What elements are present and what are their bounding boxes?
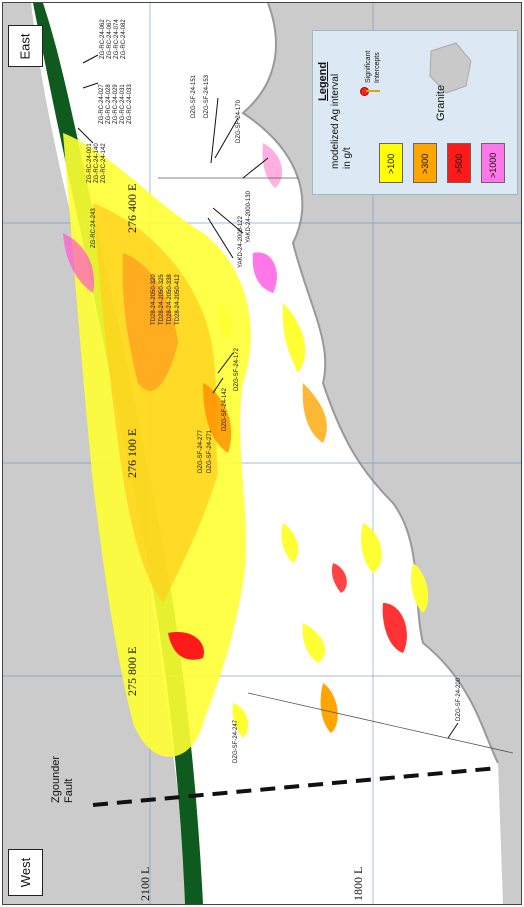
drillhole-label: ZG-RC-24-243 bbox=[91, 208, 97, 248]
annotation-arrows bbox=[77, 54, 459, 739]
drillhole-label: ZG-RC-24-031 bbox=[120, 84, 126, 124]
level-label-1800: 1800 L bbox=[351, 866, 365, 901]
legend-swatch-500: >500 bbox=[447, 143, 471, 183]
drillhole-label: ZG-RC-24-062 bbox=[100, 19, 106, 59]
drillhole-label: ZG-RC-24-029 bbox=[113, 84, 119, 124]
east-label: East bbox=[8, 25, 43, 67]
easting-label-276400: 276 400 E bbox=[125, 183, 139, 233]
drillhole-label: ZG-RC-24-067 bbox=[107, 19, 113, 59]
drillhole-label: DZG-SF-24-277 bbox=[198, 429, 204, 473]
fault-zone-band bbox=[33, 3, 203, 904]
drillhole-label: DZG-SF-24-170 bbox=[236, 99, 242, 143]
drillhole-label: ZG-RC-24-028 bbox=[106, 84, 112, 124]
legend-box: Legend modelized Ag interval in g/t Sign… bbox=[312, 30, 518, 195]
drillhole-label: DZG-SF-24-142 bbox=[222, 387, 228, 431]
fault-label-line2: Fault bbox=[63, 778, 75, 803]
drillhole-label: TD28-24-2050-412 bbox=[175, 274, 181, 325]
fault-trace bbox=[92, 766, 499, 807]
legend-swatch-300-label: >300 bbox=[420, 153, 430, 174]
legend-title: Legend bbox=[317, 61, 329, 101]
drillhole-label: ZG-RC-24-027 bbox=[99, 84, 105, 124]
drillhole-label: YAKD-24-2000-122 bbox=[238, 216, 244, 268]
drillhole-label: DZG-SF-24-271 bbox=[207, 429, 213, 473]
drillhole-label: ZG-RC-24-001 bbox=[87, 143, 93, 183]
drillhole-label: ZG-RC-24-033 bbox=[127, 84, 133, 124]
legend-intercepts-line1: Significant bbox=[365, 50, 372, 83]
easting-label-275800: 275 800 E bbox=[125, 646, 139, 696]
fault-label-line1: Zgounder bbox=[50, 755, 62, 803]
granite-swatch-icon bbox=[429, 42, 472, 94]
legend-swatch-1000-label: >1000 bbox=[488, 152, 498, 178]
drillhole-label: TD28-24-2050-320 bbox=[151, 274, 157, 325]
west-label: West bbox=[8, 849, 43, 896]
drillhole-label: ZG-RC-24-074 bbox=[114, 19, 120, 59]
intercept-marker-icon bbox=[360, 87, 369, 96]
legend-swatch-500-label: >500 bbox=[454, 153, 464, 174]
drillhole-label: TD28-24-2050-338 bbox=[167, 274, 173, 325]
drillhole-label: DZG-SF-24-172 bbox=[234, 347, 240, 391]
drillhole-label: DZG-SF-24-153 bbox=[204, 74, 210, 118]
drillhole-label: YAKD-24-2000-130 bbox=[246, 191, 252, 243]
legend-subtitle-line1: modelized Ag interval bbox=[330, 73, 341, 169]
level-label-2100: 2100 L bbox=[138, 866, 152, 901]
legend-intercepts-line2: Intercepts bbox=[374, 52, 381, 83]
legend-swatch-1000: >1000 bbox=[481, 143, 505, 183]
intercept-marker-tail-icon bbox=[366, 90, 380, 92]
drillhole-label: ZG-RC-24-140 bbox=[94, 143, 100, 183]
granite-contact bbox=[241, 3, 499, 764]
legend-swatch-100-label: >100 bbox=[386, 153, 396, 174]
drillhole-label: ZG-RC-24-142 bbox=[101, 143, 107, 183]
drillhole-label: DZG-SF-24-200 bbox=[456, 677, 462, 721]
drillhole-label: DZG-SF-24-247 bbox=[233, 719, 239, 763]
legend-swatch-300: >300 bbox=[413, 143, 437, 183]
drillhole-label: ZG-RC-24-082 bbox=[121, 19, 127, 59]
legend-granite-label: Granite bbox=[435, 84, 447, 121]
legend-subtitle-line2: in g/t bbox=[342, 147, 353, 169]
ag-intervals bbox=[63, 133, 429, 757]
drillhole-label: DZG-SF-24-151 bbox=[191, 74, 197, 118]
legend-swatch-100: >100 bbox=[379, 143, 403, 183]
easting-label-276100: 276 100 E bbox=[125, 428, 139, 478]
drill-traces bbox=[158, 177, 514, 754]
west-label-text: West bbox=[17, 857, 33, 888]
east-label-text: East bbox=[17, 32, 33, 60]
drillhole-label: TD28-24-2050-325 bbox=[159, 274, 165, 325]
fault-label: Zgounder Fault bbox=[50, 756, 76, 803]
